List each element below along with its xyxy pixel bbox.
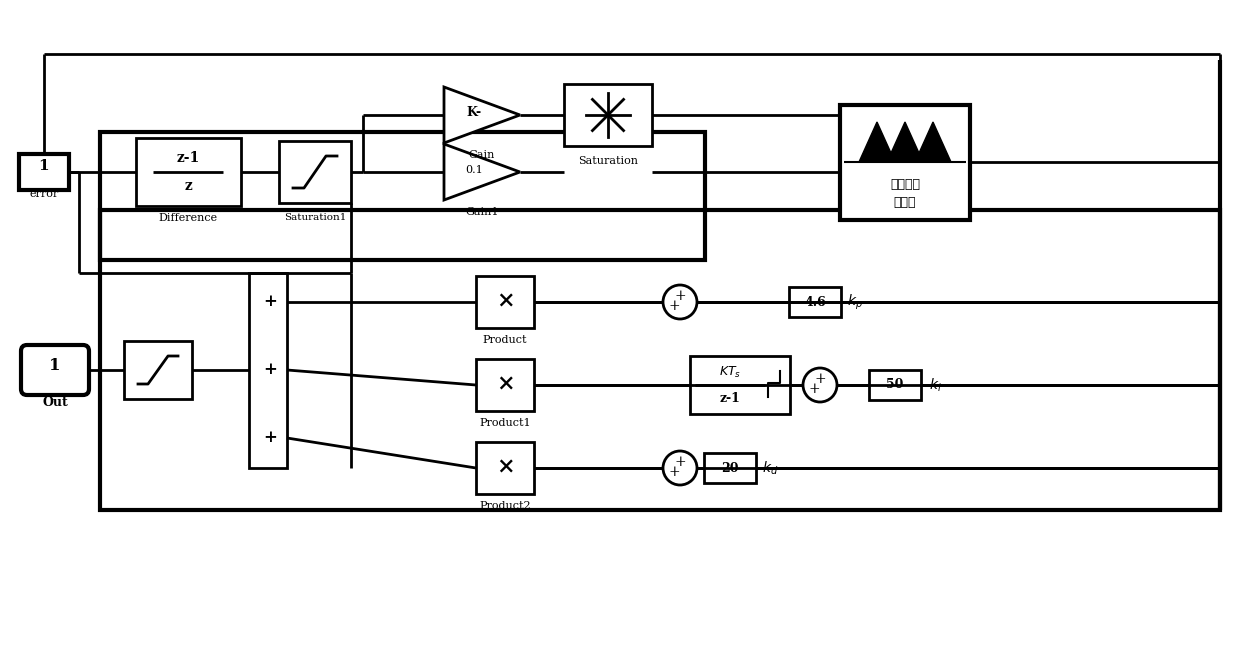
Text: 4.6: 4.6 xyxy=(804,296,826,309)
Polygon shape xyxy=(444,87,520,143)
Text: z-1: z-1 xyxy=(720,391,741,404)
Text: 模糊逻辑: 模糊逻辑 xyxy=(890,177,921,190)
Text: Saturation1: Saturation1 xyxy=(284,213,346,222)
Text: z: z xyxy=(185,179,192,193)
Polygon shape xyxy=(859,122,895,162)
Text: Out: Out xyxy=(42,395,68,408)
Bar xyxy=(135,138,240,206)
Bar xyxy=(840,105,970,220)
Bar xyxy=(476,276,534,328)
Text: +: + xyxy=(668,299,680,313)
Text: +: + xyxy=(263,430,278,447)
Polygon shape xyxy=(887,122,923,162)
Bar xyxy=(100,132,705,260)
Circle shape xyxy=(663,451,698,485)
Bar xyxy=(100,210,1220,510)
Text: K-: K- xyxy=(466,107,482,120)
Bar xyxy=(476,359,534,411)
Bar xyxy=(249,272,287,467)
Bar xyxy=(19,154,69,190)
Bar xyxy=(124,341,192,399)
Bar xyxy=(564,84,652,146)
Bar xyxy=(279,141,351,203)
Text: +: + xyxy=(674,289,686,303)
Bar xyxy=(704,453,756,483)
Text: ×: × xyxy=(496,291,514,313)
Circle shape xyxy=(663,285,698,319)
Text: +: + xyxy=(814,372,826,386)
Text: 50: 50 xyxy=(886,378,903,391)
Text: ×: × xyxy=(496,374,514,396)
Text: Saturation: Saturation xyxy=(579,156,638,166)
Text: +: + xyxy=(674,455,686,469)
Bar xyxy=(869,370,921,400)
Text: 20: 20 xyxy=(721,462,738,474)
Polygon shape xyxy=(444,144,520,200)
Text: $k_p$: $k_p$ xyxy=(847,292,862,311)
Text: z-1: z-1 xyxy=(176,151,199,165)
Text: Product2: Product2 xyxy=(479,501,530,511)
Text: error: error xyxy=(30,189,58,199)
Bar xyxy=(789,287,841,317)
Text: Difference: Difference xyxy=(159,213,218,223)
Text: 控制器: 控制器 xyxy=(893,196,917,209)
Text: +: + xyxy=(668,465,680,479)
Polygon shape xyxy=(914,122,952,162)
Text: Gain: Gain xyxy=(468,150,496,160)
Text: 1: 1 xyxy=(50,356,61,374)
Text: $k_d$: $k_d$ xyxy=(762,460,778,476)
Bar xyxy=(690,356,790,414)
FancyBboxPatch shape xyxy=(21,345,89,395)
Text: 0.1: 0.1 xyxy=(465,165,483,175)
Text: Gain1: Gain1 xyxy=(466,207,499,217)
Text: Product: Product xyxy=(483,335,528,345)
Text: 1: 1 xyxy=(38,159,50,173)
Text: $KT_s$: $KT_s$ xyxy=(719,365,741,380)
Text: +: + xyxy=(263,294,278,311)
Circle shape xyxy=(803,368,838,402)
Text: +: + xyxy=(808,382,820,396)
Text: ×: × xyxy=(496,457,514,479)
Text: $k_i$: $k_i$ xyxy=(929,376,942,394)
Text: +: + xyxy=(263,361,278,378)
Text: Product1: Product1 xyxy=(479,418,530,428)
Bar xyxy=(476,442,534,494)
